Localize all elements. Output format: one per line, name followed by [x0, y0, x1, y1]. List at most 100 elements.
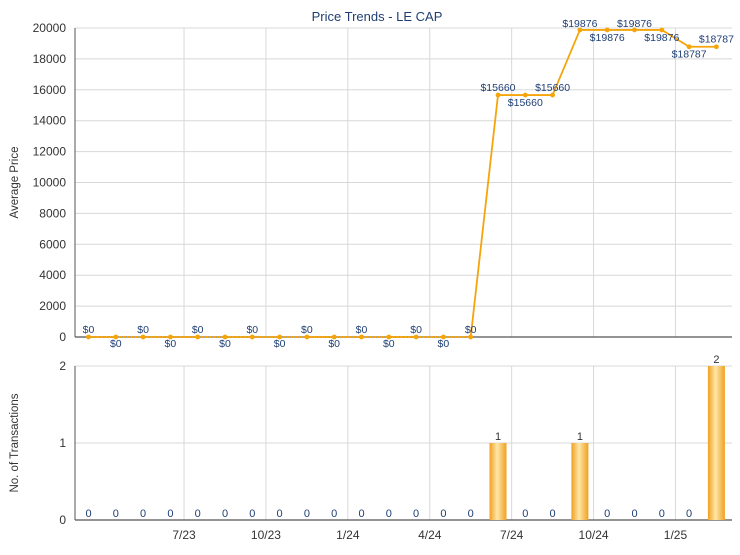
bar-value-label: 2	[713, 354, 719, 366]
bar-value-label: 1	[495, 431, 501, 443]
price-point	[277, 334, 282, 340]
price-data-label: $15660	[480, 82, 515, 94]
price-data-label: $0	[438, 338, 450, 350]
bar-value-label: 0	[659, 508, 665, 520]
price-point	[86, 334, 91, 340]
bar-value-label: 0	[113, 508, 119, 520]
price-point	[659, 27, 665, 33]
price-data-label: $0	[137, 324, 149, 336]
price-point	[331, 334, 337, 340]
bar-value-label: 0	[277, 508, 283, 520]
bar-value-label: 0	[249, 508, 255, 520]
bar-value-label: 0	[522, 508, 528, 520]
price-data-label: $18787	[699, 34, 734, 46]
x-tick-label: 4/24	[418, 528, 442, 542]
bar-value-label: 0	[85, 508, 91, 520]
price-data-label: $0	[328, 338, 340, 350]
price-point	[604, 27, 610, 33]
price-data-label: $19876	[590, 32, 625, 44]
price-point	[632, 27, 637, 33]
transaction-bar	[571, 443, 589, 520]
bottom-y-tick-label: 0	[59, 513, 66, 527]
price-point	[249, 334, 255, 340]
price-line-segment	[469, 94, 499, 338]
price-data-label: $0	[246, 324, 258, 336]
bar-value-label: 0	[631, 508, 637, 520]
price-data-label: $18787	[672, 49, 707, 61]
x-tick-label: 7/23	[172, 528, 196, 542]
price-point	[359, 334, 364, 340]
top-y-tick-label: 0	[59, 330, 66, 344]
bar-value-label: 0	[686, 508, 692, 520]
price-data-label: $0	[110, 338, 122, 350]
x-tick-label: 10/23	[251, 528, 281, 542]
price-point	[550, 92, 555, 98]
bar-value-label: 0	[222, 508, 228, 520]
top-y-tick-label: 10000	[33, 176, 67, 190]
bar-value-label: 0	[386, 508, 392, 520]
bar-value-label: 0	[468, 508, 474, 520]
price-point	[468, 334, 474, 340]
price-point	[113, 334, 119, 340]
transaction-bar	[707, 366, 725, 520]
bar-value-label: 1	[577, 431, 583, 443]
top-y-tick-label: 16000	[33, 83, 67, 97]
price-point	[522, 92, 528, 98]
price-line-segment	[551, 29, 581, 96]
price-point	[386, 334, 392, 340]
top-y-tick-label: 12000	[33, 145, 67, 159]
price-point	[413, 334, 419, 340]
top-y-tick-label: 8000	[39, 206, 66, 220]
x-tick-label: 1/25	[664, 528, 688, 542]
price-data-label: $0	[410, 324, 422, 336]
bar-value-label: 0	[140, 508, 146, 520]
price-data-label: $19876	[644, 32, 679, 44]
bar-value-label: 0	[167, 508, 173, 520]
bar-value-label: 0	[304, 508, 310, 520]
bar-value-label: 0	[195, 508, 201, 520]
price-data-label: $0	[383, 338, 395, 350]
bar-value-label: 0	[604, 508, 610, 520]
price-point	[577, 27, 583, 33]
bar-value-label: 0	[331, 508, 337, 520]
price-data-label: $0	[301, 324, 313, 336]
bottom-y-tick-label: 1	[59, 436, 66, 450]
bottom-y-axis-label: No. of Transactions	[9, 393, 21, 492]
price-data-label: $19876	[562, 18, 597, 30]
price-point	[441, 334, 446, 340]
top-y-tick-label: 18000	[33, 52, 67, 66]
price-point	[195, 334, 201, 340]
x-tick-label: 1/24	[336, 528, 360, 542]
price-point	[222, 334, 228, 340]
transaction-bar	[489, 443, 507, 520]
price-data-label: $0	[83, 324, 95, 336]
top-y-tick-label: 6000	[39, 237, 66, 251]
price-point	[168, 334, 173, 340]
bar-value-label: 0	[358, 508, 364, 520]
top-y-tick-label: 14000	[33, 114, 67, 128]
price-data-label: $0	[165, 338, 177, 350]
price-data-label: $0	[356, 324, 368, 336]
price-data-label: $0	[465, 324, 477, 336]
bottom-y-tick-label: 2	[59, 359, 66, 373]
x-tick-label: 10/24	[579, 528, 609, 542]
top-y-tick-label: 4000	[39, 268, 66, 282]
bar-value-label: 0	[550, 508, 556, 520]
price-data-label: $15660	[535, 82, 570, 94]
chart-title: Price Trends - LE CAP	[312, 9, 443, 24]
bar-value-label: 0	[413, 508, 419, 520]
price-data-label: $0	[192, 324, 204, 336]
price-data-label: $0	[219, 338, 231, 350]
price-point	[495, 92, 501, 98]
price-point	[304, 334, 310, 340]
top-y-tick-label: 2000	[39, 299, 66, 313]
top-y-tick-label: 20000	[33, 21, 67, 35]
price-point	[686, 44, 692, 50]
price-data-label: $19876	[617, 18, 652, 30]
bar-value-label: 0	[440, 508, 446, 520]
price-data-label: $15660	[508, 97, 543, 109]
price-line-segment	[660, 29, 690, 48]
x-tick-label: 7/24	[500, 528, 524, 542]
